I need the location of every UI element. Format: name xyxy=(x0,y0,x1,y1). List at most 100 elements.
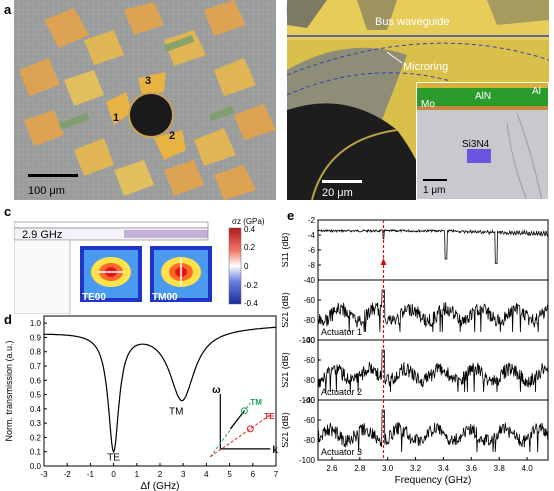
plot-frame-e xyxy=(317,219,549,281)
panel-c-simulation: 2.9 GHz TE00 TM00 xyxy=(13,217,276,315)
x-tick-label-d: -3 xyxy=(40,470,48,479)
y-tick-label-e: -100 xyxy=(299,336,316,345)
x-tick-label-d: 3 xyxy=(181,470,186,479)
y-tick-label-d: 0.7 xyxy=(30,362,42,371)
microring-label: Microring xyxy=(403,61,448,73)
y-tick-label-d: 0.4 xyxy=(30,405,42,414)
x-axis-label-d: Δf (GHz) xyxy=(141,481,180,491)
actuator-label: Actuator 1 xyxy=(321,327,362,337)
y-tick-label-e: -100 xyxy=(299,396,316,405)
x-tick-label-d: 1 xyxy=(135,470,140,479)
y-tick-label-e: -80 xyxy=(303,316,315,325)
trace-actuator-2 xyxy=(317,349,549,393)
inset-al-label: Al xyxy=(532,86,541,97)
te00-mode-plot: TE00 xyxy=(80,246,142,303)
x-tick-label-d: -2 xyxy=(64,470,72,479)
panel-c-letter: c xyxy=(4,204,12,219)
panel-e-letter: e xyxy=(287,208,295,223)
transmission-chart: -3 -2 -1 0 1 2 3 4 5 6 7 0.0 0.1 0.2 0.3 0.4 0.5 0.6 0.7 0.… xyxy=(4,315,279,491)
y-tick-label-e: -80 xyxy=(303,436,315,445)
x-tick-label-e: 2.8 xyxy=(354,464,366,473)
omega-label: ω xyxy=(212,385,221,396)
actuator-3-label: 3 xyxy=(145,75,151,87)
x-tick-label-e: 3.2 xyxy=(410,464,422,473)
x-tick-label-d: 5 xyxy=(227,470,232,479)
tm-inset-label: TM xyxy=(250,398,262,407)
cbar-tick-2: 0 xyxy=(244,262,249,271)
scale-bar-b-label: 20 μm xyxy=(322,187,353,199)
actuator-label: Actuator 2 xyxy=(321,387,362,397)
plot-frame-d xyxy=(43,315,277,467)
te-point xyxy=(246,425,254,433)
y-tick-label-d: 0.0 xyxy=(30,462,42,471)
y-tick-label-e: -100 xyxy=(299,456,316,465)
freq-label: 2.9 GHz xyxy=(22,229,62,241)
colorbar-title: σz (GPa) xyxy=(232,218,265,226)
y-tick-label-e: -60 xyxy=(303,356,315,365)
x-tick-label-d: 6 xyxy=(251,470,256,479)
scale-bar-a-label: 100 μm xyxy=(28,185,65,197)
actuator-2-label: 2 xyxy=(169,130,175,142)
y-tick-label-d: 0.2 xyxy=(30,433,42,442)
panel-a-letter: a xyxy=(4,2,12,17)
y-tick-label-e: -2 xyxy=(308,216,316,225)
tm-point xyxy=(240,407,248,415)
x-tick-label-d: 2 xyxy=(158,470,163,479)
y-tick-label-d: 0.8 xyxy=(30,348,42,357)
x-tick-label-d: 0 xyxy=(111,470,116,479)
tm00-mode-plot: TM00 xyxy=(150,246,212,303)
actuator-1-label: 1 xyxy=(113,112,119,124)
y-tick-label-e: -4 xyxy=(308,231,316,240)
marker-arrow-icon xyxy=(380,258,387,265)
x-tick-label-e: 3.0 xyxy=(382,464,394,473)
y-tick-label-d: 0.6 xyxy=(30,376,42,385)
y-tick-label-d: 0.3 xyxy=(30,419,42,428)
s-parameter-chart: -2 -4 -6 -8 S11 (dB) -40 -60 -80 -100 S21 (dB) Act… xyxy=(282,216,549,486)
inset-scale-label: 1 μm xyxy=(423,185,445,196)
x-tick-label-d: 4 xyxy=(204,470,209,479)
panel-b-micrograph: Bus waveguide Microring 20 μm AlN Al Mo … xyxy=(287,0,549,200)
y-axis-label-e: S21 (dB) xyxy=(282,412,290,448)
transition-arrow xyxy=(229,410,245,430)
cbar-tick-4: -0.4 xyxy=(244,299,258,308)
y-axis-label-d: Norm. transmission (a.u.) xyxy=(4,340,14,441)
k-label: k xyxy=(272,445,278,456)
x-tick-label-e: 3.4 xyxy=(438,464,450,473)
cbar-tick-0: 0.4 xyxy=(244,225,256,234)
y-axis-label-e: S21 (dB) xyxy=(282,292,290,328)
trace-actuator-1 xyxy=(317,289,549,333)
plot-frame-e xyxy=(317,399,549,461)
te-dispersion-line xyxy=(210,414,271,458)
x-tick-label-e: 2.6 xyxy=(326,464,338,473)
y-tick-label-e: -40 xyxy=(303,336,315,345)
inset-mo-label: Mo xyxy=(421,99,435,110)
y-tick-label-e: -40 xyxy=(303,396,315,405)
cbar-tick-1: 0.2 xyxy=(244,243,256,252)
panel-d-letter: d xyxy=(4,312,12,327)
trace-actuator-3 xyxy=(317,409,549,453)
tm-dip-label: TM xyxy=(169,407,183,418)
x-tick-label-e: 3.6 xyxy=(466,464,478,473)
y-tick-label-e: -60 xyxy=(303,296,315,305)
y-tick-label-d: 0.1 xyxy=(30,448,42,457)
inset-sin-label: Si3N4 xyxy=(462,139,490,150)
tm00-label: TM00 xyxy=(152,292,178,303)
x-tick-label-e: 4.0 xyxy=(522,464,534,473)
y-tick-label-d: 0.5 xyxy=(30,391,42,400)
y-tick-label-d: 1.0 xyxy=(30,319,42,328)
y-tick-label-e: -80 xyxy=(303,376,315,385)
te00-label: TE00 xyxy=(82,292,106,303)
te-inset-label: TE xyxy=(264,412,275,421)
te-dip-label: TE xyxy=(107,452,120,463)
bus-waveguide-label: Bus waveguide xyxy=(375,16,450,28)
y-tick-label-e: -40 xyxy=(303,276,315,285)
actuator-label: Actuator 3 xyxy=(321,447,362,457)
panel-a-micrograph: 1 2 3 100 μm xyxy=(14,0,276,200)
y-axis-label-e: S11 (dB) xyxy=(282,233,290,268)
x-tick-label-e: 3.8 xyxy=(494,464,506,473)
y-tick-label-e: -60 xyxy=(303,416,315,425)
y-tick-label-e: -8 xyxy=(308,261,316,270)
x-tick-label-d: 7 xyxy=(274,470,279,479)
x-axis-label-e: Frequency (GHz) xyxy=(395,475,472,486)
cbar-tick-3: -0.2 xyxy=(244,281,258,290)
